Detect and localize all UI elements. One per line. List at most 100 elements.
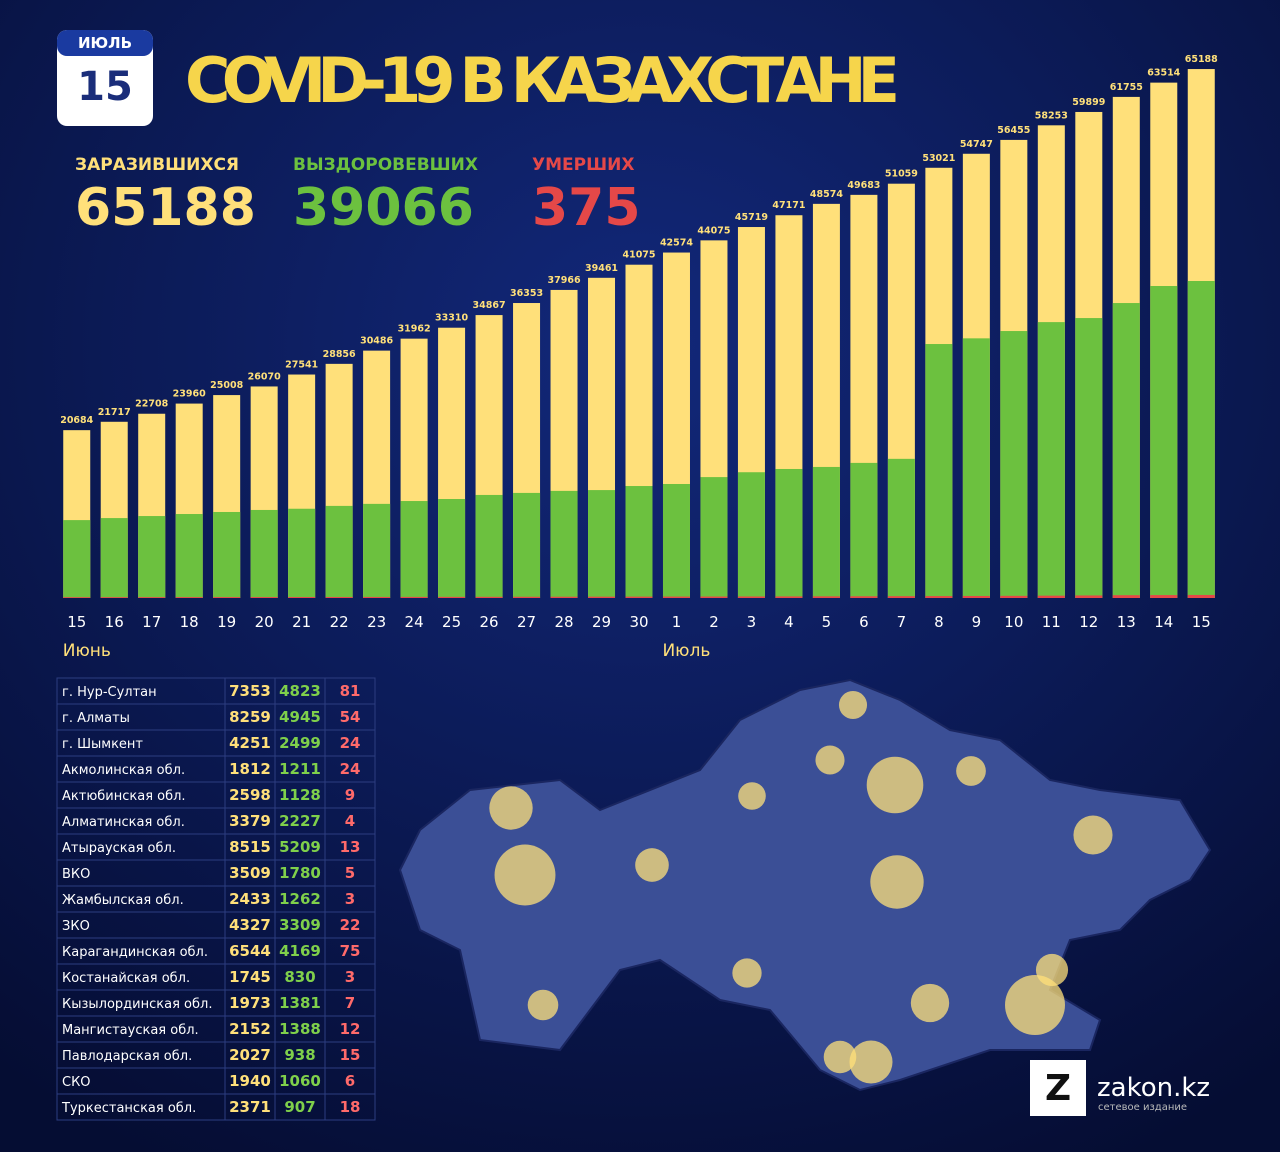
bar-2 [925,596,953,598]
table-region: Атырауская обл. [62,841,176,856]
x-tick-label: 26 [480,613,499,631]
map-bubble [1073,815,1113,855]
map-bubble [849,1040,893,1084]
bar-1 [925,344,953,598]
bar-1 [550,490,578,598]
table-number: 9 [345,786,355,804]
value-label: 31962 [398,324,431,335]
month-label: Июнь [63,641,111,661]
table-number: 81 [340,682,361,700]
bar-2 [1000,595,1028,598]
bar-2 [175,597,203,598]
x-tick-label: 6 [859,613,869,631]
x-tick-label: 7 [897,613,907,631]
table-region: г. Нур-Султан [62,685,157,700]
x-tick-label: 14 [1154,613,1173,631]
value-label: 26070 [248,371,281,382]
bar-2 [850,596,878,598]
stat-label: ВЫЗДОРОВЕВШИХ [293,155,478,175]
table-number: 12 [340,1020,361,1038]
table-number: 7 [345,994,355,1012]
table-number: 2433 [229,890,271,908]
table-number: 22 [340,916,361,934]
table-number: 4251 [229,734,271,752]
map-bubble [489,786,533,830]
stat-label: ЗАРАЗИВШИХСЯ [75,155,239,175]
table-number: 4169 [279,942,321,960]
bar-1 [1000,331,1028,598]
logo-name: zakon.kz [1097,1073,1210,1103]
table-number: 7353 [229,682,271,700]
x-tick-label: 21 [292,613,311,631]
x-tick-label: 22 [330,613,349,631]
bar-1 [100,518,128,598]
table-number: 1262 [279,890,321,908]
value-label: 34867 [473,300,506,311]
x-tick-label: 10 [1004,613,1023,631]
table-region: ВКО [62,867,90,882]
value-label: 44075 [697,225,730,236]
table-region: Мангистауская обл. [62,1023,199,1038]
bar-2 [363,596,391,598]
bar-1 [250,509,278,598]
bar-2 [662,596,690,598]
value-label: 51059 [885,169,918,180]
table-number: 938 [284,1046,315,1064]
bar-2 [1150,595,1178,598]
bar-2 [288,597,316,598]
bar-2 [325,596,353,598]
table-region: г. Шымкент [62,737,143,752]
bar-1 [737,472,765,598]
map-bubble [956,756,986,786]
table-number: 24 [340,760,361,778]
table-number: 1780 [279,864,321,882]
value-label: 37966 [548,275,581,286]
table-region: Акмолинская обл. [62,763,185,778]
bar-1 [325,505,353,598]
table-number: 3 [345,968,355,986]
table-number: 3 [345,890,355,908]
map-bubble [823,1040,857,1074]
table-number: 15 [340,1046,361,1064]
map-bubble [527,989,559,1021]
value-label: 48574 [810,189,843,200]
logo-box [1030,1060,1086,1116]
bar-1 [363,503,391,598]
table-number: 907 [284,1098,315,1116]
bar-2 [1112,595,1140,598]
table-number: 3309 [279,916,321,934]
table-number: 1381 [279,994,321,1012]
bar-1 [812,466,840,598]
map-bubble [732,958,762,988]
table-number: 2027 [229,1046,271,1064]
table-number: 4823 [279,682,321,700]
x-tick-label: 5 [822,613,832,631]
table-region: Кызылординская обл. [62,997,212,1012]
bar-1 [962,338,990,598]
table-number: 6 [345,1072,355,1090]
x-tick-label: 16 [105,613,124,631]
table-number: 54 [340,708,361,726]
value-label: 41075 [622,250,655,261]
stat-value: 39066 [293,178,474,238]
x-tick-label: 11 [1042,613,1061,631]
table-number: 1128 [279,786,321,804]
bar-1 [213,511,241,598]
map-bubble [635,848,669,882]
x-tick-label: 17 [142,613,161,631]
stat-label: УМЕРШИХ [532,155,634,175]
x-tick-label: 25 [442,613,461,631]
table-region: Жамбылская обл. [62,893,184,908]
logo-mark: Z [1045,1068,1071,1109]
bar-1 [662,483,690,598]
bar-1 [700,477,728,598]
table-region: СКО [62,1075,91,1090]
table-region: г. Алматы [62,711,130,726]
table-number: 1745 [229,968,271,986]
bar-2 [812,596,840,598]
map-bubble [1005,975,1065,1035]
map-bubble [815,745,845,775]
stat-value: 65188 [75,178,256,238]
value-label: 59899 [1072,97,1105,108]
